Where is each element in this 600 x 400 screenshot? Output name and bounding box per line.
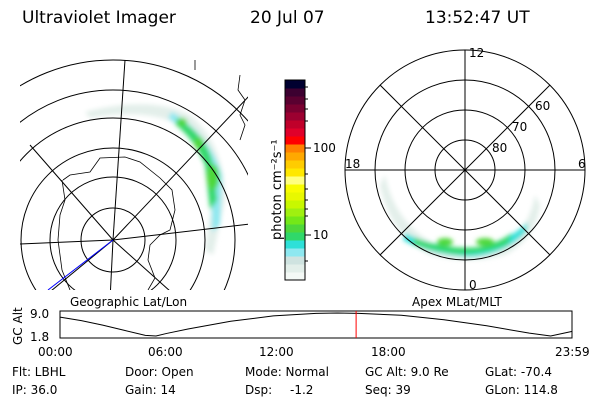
colorbar-tick-10: 10 [313,228,329,242]
colorbar-swatch [285,80,305,89]
date-label: 20 Jul 07 [250,8,325,28]
door-info: Door: Open [125,365,194,379]
colorbar-swatch [285,168,305,177]
colorbar-swatch [285,136,305,145]
lat-circles [20,59,248,290]
dsp-value: -1.2 [290,383,314,397]
colorbar-swatch [285,216,305,225]
timeline-ylabel: GC Alt [11,307,25,345]
mlt-label-6: 6 [578,157,586,171]
colorbar-swatch [285,184,305,193]
xtick-1800: 18:00 [371,345,406,359]
colorbar-swatch [285,88,305,97]
ip-info: IP: 36.0 [12,383,58,397]
geo-map-content [20,59,248,290]
mlat-label-60: 60 [535,99,551,113]
gain-info: Gain: 14 [125,383,176,397]
colorbar-swatch [285,264,305,273]
coastlines [57,60,246,290]
timeline-frame [59,310,573,339]
mlt-lines [345,50,585,290]
lon-lines [20,59,248,290]
colorbar-swatch [285,240,305,249]
colorbar-swatch [285,208,305,217]
glon-info: GLon: 114.8 [485,383,558,397]
colorbar-swatch [285,152,305,161]
dsp-label: Dsp: [245,383,273,397]
colorbar-swatch [285,232,305,241]
filter-info: Flt: LBHL [12,365,66,379]
colorbar-swatch [285,176,305,185]
colorbar-swatch [285,104,305,113]
colorbar-swatch [285,256,305,265]
ytick-9: 9.0 [30,307,50,321]
xtick-2359: 23:59 [555,345,590,359]
colorbar-swatch [285,272,305,281]
altitude-line [59,312,572,337]
mlt-label-0: 0 [469,278,477,292]
ytick-1-8: 1.8 [30,330,50,344]
mlat-label-70: 70 [512,120,528,134]
mlt-label-18: 18 [345,157,361,171]
xtick-0600: 06:00 [148,345,183,359]
mlat-label-80: 80 [492,141,508,155]
colorbar-swatch [285,224,305,233]
colorbar-ticks [305,86,311,262]
time-label: 13:52:47 UT [425,8,530,28]
gc-alt-info: GC Alt: 9.0 Re [365,365,449,379]
colorbar-swatch [285,120,305,129]
colorbar-swatch [285,128,305,137]
colorbar-frame [284,79,306,281]
mlt-label-12: 12 [469,46,485,60]
instrument-title: Ultraviolet Imager [22,8,176,28]
colorbar-swatch [285,160,305,169]
colorbar-swatches [285,80,305,281]
mag-map-caption: Apex MLat/MLT [412,295,502,309]
xtick-0000: 00:00 [38,345,73,359]
colorbar-tick-100: 100 [313,141,336,155]
aurora-oval-mag [380,175,540,260]
glat-info: GLat: -70.4 [485,365,552,379]
colorbar-swatch [285,192,305,201]
mode-info: Mode: Normal [245,365,329,379]
xtick-1200: 12:00 [259,345,294,359]
geo-map-caption: Geographic Lat/Lon [70,295,188,309]
colorbar-swatch [285,200,305,209]
colorbar-swatch [285,96,305,105]
seq-info: Seq: 39 [365,383,411,397]
colorbar-swatch [285,248,305,257]
colorbar-swatch [285,144,305,153]
colorbar-swatch [285,112,305,121]
sun-direction-line [47,239,114,290]
